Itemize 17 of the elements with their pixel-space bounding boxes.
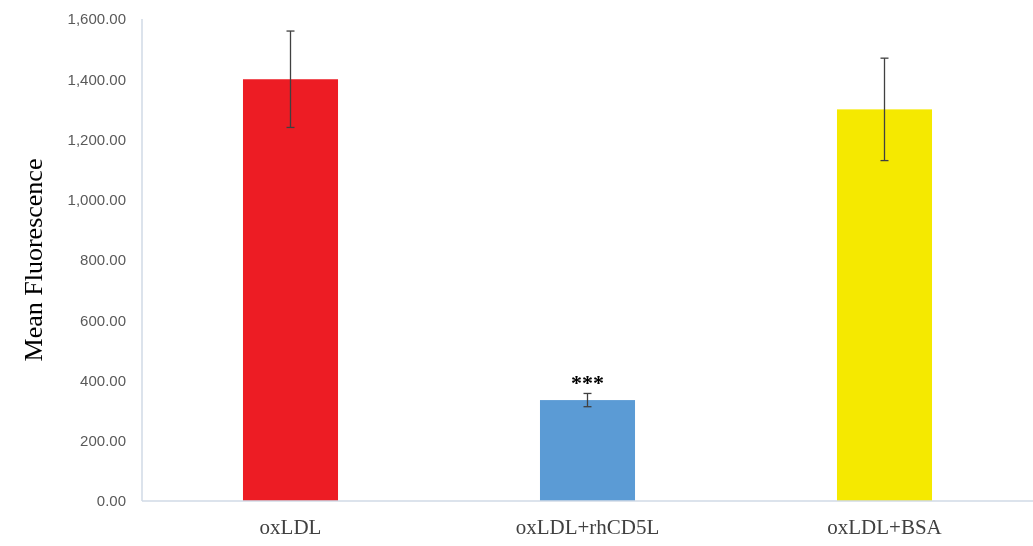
bar — [539, 400, 636, 501]
x-tick-label: oxLDL+rhCD5L — [515, 515, 660, 539]
y-tick-label: 0.00 — [96, 492, 126, 510]
y-tick-label: 1,400.00 — [67, 70, 126, 88]
x-tick-label: oxLDL+BSA — [827, 515, 943, 539]
y-tick-label: 1,600.00 — [67, 10, 126, 28]
bar — [242, 79, 339, 501]
y-tick-label: 1,200.00 — [67, 130, 126, 148]
x-tick-label: oxLDL — [259, 515, 322, 539]
y-tick-label: 800.00 — [80, 251, 126, 269]
y-tick-label: 600.00 — [80, 311, 126, 329]
y-tick-label: 400.00 — [80, 371, 126, 389]
y-tick-label: 200.00 — [80, 432, 126, 449]
y-tick-label: 1,000.00 — [67, 191, 126, 208]
bar — [836, 109, 933, 501]
y-axis-title: Mean Fluorescence — [19, 158, 48, 362]
annotation: *** — [571, 370, 604, 396]
